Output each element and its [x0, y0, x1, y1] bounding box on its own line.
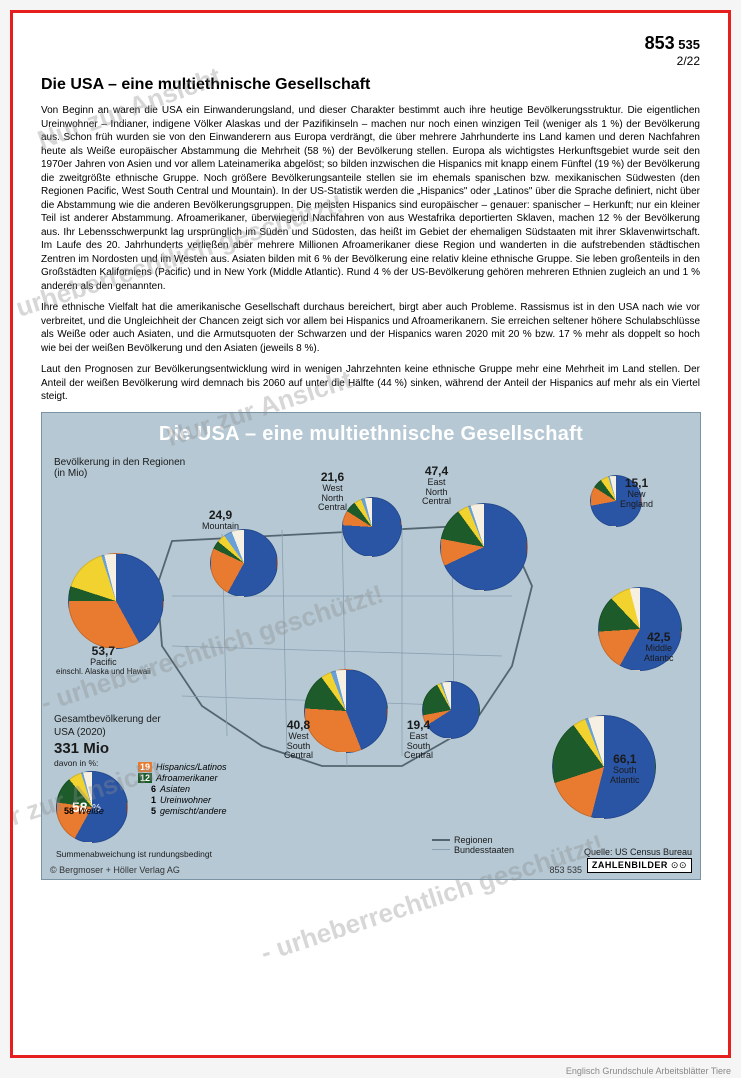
pie-EastNorthCentral	[440, 503, 528, 591]
doc-code: 853 535	[41, 33, 700, 54]
pie-label-WestSouthCentral: 40,8WestSouthCentral	[284, 719, 313, 762]
pie-label-MiddleAtlantic: 42,5MiddleAtlantic	[644, 631, 674, 664]
infographic-footer: © Bergmoser + Höller Verlag AG 853 535	[42, 865, 700, 875]
pie-label-EastSouthCentral: 19,4EastSouthCentral	[404, 719, 433, 762]
footer-code: 853 535	[549, 865, 582, 875]
document-page: 853 535 2/22 Die USA – eine multiethnisc…	[10, 10, 731, 1058]
pie-label-EastNorthCentral: 47,4EastNorthCentral	[422, 465, 451, 508]
source-label: Quelle: US Census Bureau	[584, 847, 692, 857]
pie-Mountain	[210, 529, 278, 597]
page-title: Die USA – eine multiethnische Gesellscha…	[41, 76, 700, 94]
pie-label-SouthAtlantic: 66,1SouthAtlantic	[610, 753, 640, 786]
legend-row-4: 1Ureinwohner	[138, 795, 227, 805]
legend-row-0: 58Weiße	[56, 806, 104, 816]
pie-label-Mountain: 24,9Mountain	[202, 509, 239, 532]
paragraph-3: Laut den Prognosen zur Bevölkerungsentwi…	[41, 363, 700, 404]
legend-row-1: 19Hispanics/Latinos	[138, 762, 227, 772]
pie-label-Pacific: 53,7Pacificeinschl. Alaska und Hawaii	[56, 645, 151, 677]
legend-row-3: 6Asiaten	[138, 784, 227, 794]
legend-rows: 58Weiße19Hispanics/Latinos12Afroamerikan…	[138, 761, 227, 817]
infographic-title: Die USA – eine multiethnische Gesellscha…	[42, 413, 700, 446]
total-pop-value: 331 Mio	[54, 739, 174, 759]
pie-SouthAtlantic	[552, 715, 656, 819]
paragraph-2: Ihre ethnische Vielfalt hat die amerikan…	[41, 301, 700, 355]
pie-label-WestNorthCentral: 21,6WestNorthCentral	[318, 471, 347, 514]
pie-WestNorthCentral	[342, 497, 402, 557]
copyright: © Bergmoser + Höller Verlag AG	[50, 865, 180, 875]
infographic-panel: Die USA – eine multiethnische Gesellscha…	[41, 412, 701, 880]
pie-WestSouthCentral	[304, 669, 388, 753]
pie-label-NewEngland: 15,1NewEngland	[620, 477, 653, 510]
region-line-legend: Regionen Bundesstaaten	[432, 835, 514, 855]
page-indicator: 2/22	[41, 54, 700, 68]
legend-row-5: 5gemischt/andere	[138, 806, 227, 816]
legend-row-2: 12Afroamerikaner	[138, 773, 227, 783]
rounding-note: Summenabweichung ist rundungsbedingt	[56, 849, 212, 859]
pie-Pacific	[68, 553, 164, 649]
paragraph-1: Von Beginn an waren die USA ein Einwande…	[41, 104, 700, 293]
total-pop-label: Gesamtbevölkerung der USA (2020)	[54, 713, 174, 739]
